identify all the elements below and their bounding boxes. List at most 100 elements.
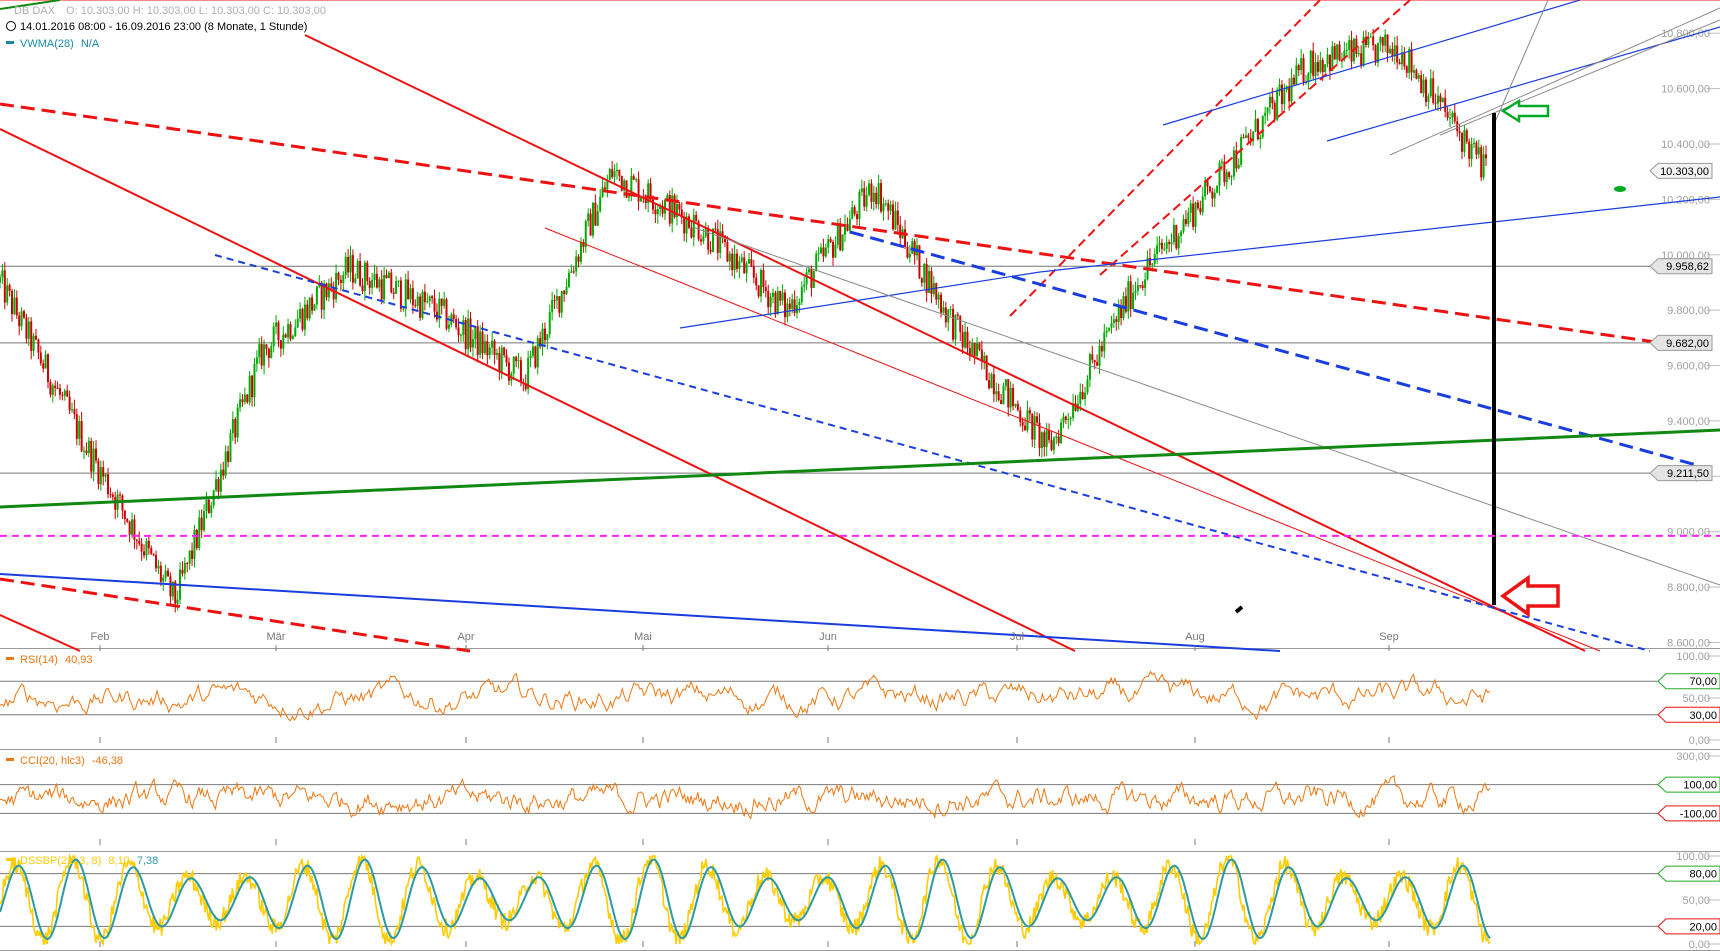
gray-trendline <box>1389 7 1720 156</box>
last-price-label: 10.303,00 <box>1660 166 1709 178</box>
candle-body <box>277 322 280 341</box>
candle-body <box>1283 89 1286 105</box>
candle-body <box>671 195 674 224</box>
candle-body <box>630 176 633 197</box>
blue-trendline <box>1162 0 1581 126</box>
red-arrow-icon <box>1500 574 1560 618</box>
candle-body <box>1244 135 1247 138</box>
candle-body <box>1453 112 1456 122</box>
candle-body <box>75 414 78 439</box>
dss-title[interactable]: DSSBP(21, 3, 8) 8,10 7,38 <box>6 855 158 867</box>
cci-panel: 300,00 100,00 -100,00 <box>0 751 1720 845</box>
horizontal-levels <box>0 265 1650 474</box>
candle-body <box>702 236 705 242</box>
candle-body <box>207 499 210 514</box>
candle-body <box>440 298 443 306</box>
candle-body <box>174 581 177 604</box>
candle-body <box>1417 75 1420 79</box>
candle-body <box>217 479 220 492</box>
candle-body <box>517 360 520 362</box>
candle-body <box>680 209 683 218</box>
candle-body <box>817 253 820 255</box>
candle-body <box>97 460 100 485</box>
candle-body <box>373 273 376 281</box>
candle-body <box>971 342 974 355</box>
candle-body <box>908 253 911 258</box>
cci-level-label-shape <box>1657 805 1720 822</box>
candle-body <box>567 272 570 287</box>
candle-body <box>145 540 148 556</box>
red-dashed-channel <box>1009 0 1321 317</box>
candle-body <box>512 356 515 374</box>
candle-body <box>111 494 114 498</box>
candle-body <box>90 440 93 472</box>
candle-body <box>404 279 407 309</box>
candle-body <box>37 339 40 353</box>
candle-body <box>1134 290 1137 293</box>
vwma-label: VWMA(28) <box>20 38 74 50</box>
x-tick-label: Jul <box>1010 631 1024 643</box>
candle-body <box>1439 95 1442 102</box>
red-trendline <box>0 128 1076 652</box>
candle-body <box>1165 242 1168 249</box>
candle-body <box>265 344 268 349</box>
candle-body <box>1062 416 1065 423</box>
candle-body <box>889 204 892 211</box>
candle-body <box>455 319 458 328</box>
rsi-y-tick-label: 50,00 <box>1682 693 1710 705</box>
candle-body <box>781 292 784 301</box>
cci-label: CCI(20, hlc3) <box>20 755 85 767</box>
candle-body <box>193 529 196 559</box>
candle-body <box>925 263 928 293</box>
candle-body <box>18 315 21 327</box>
candle-body <box>1321 60 1324 73</box>
candle-body <box>1400 52 1403 65</box>
candle-body <box>1031 413 1034 440</box>
candle-body <box>445 299 448 329</box>
candle-body <box>570 271 573 273</box>
candle-body <box>1100 345 1103 352</box>
candle-body <box>395 281 398 294</box>
candle-body <box>1396 45 1399 63</box>
candle-body <box>351 255 354 283</box>
horizontal-level-label-shape <box>1649 258 1713 275</box>
candle-body <box>1216 185 1219 193</box>
candle-body <box>882 203 885 212</box>
candle-body <box>851 207 854 219</box>
candle-body <box>572 271 575 273</box>
candle-body <box>1213 192 1216 199</box>
candle-body <box>1184 219 1187 224</box>
candle-body <box>323 283 326 310</box>
candle-body <box>80 421 83 452</box>
candle-body <box>791 299 794 309</box>
cci-title[interactable]: CCI(20, hlc3) -46,38 <box>6 755 123 767</box>
dss-y-tick-label: 50,00 <box>1682 895 1710 907</box>
candle-body <box>104 474 107 477</box>
candle-body <box>1324 64 1327 73</box>
candle-body <box>964 331 967 348</box>
cci-value: -46,38 <box>91 755 124 767</box>
rsi-title[interactable]: RSI(14) 40,93 <box>6 654 93 666</box>
candle-body <box>798 301 801 306</box>
cci-level-label: -100,00 <box>1680 808 1717 820</box>
candle-body <box>251 375 254 398</box>
candle-body <box>656 209 659 215</box>
candle-body <box>349 255 352 273</box>
candle-body <box>762 270 765 288</box>
vwma-line[interactable]: VWMA(28) N/A <box>6 38 99 50</box>
candle-body <box>959 315 962 333</box>
candle-body <box>1189 203 1192 213</box>
candle-body <box>548 312 551 335</box>
candle-body <box>1264 112 1267 116</box>
candle-body <box>690 227 693 238</box>
candle-body <box>627 196 630 198</box>
candle-body <box>1021 421 1024 426</box>
candle-body <box>368 281 371 288</box>
price-candles <box>0 28 1487 613</box>
candle-body <box>1072 403 1075 418</box>
candle-body <box>822 247 825 257</box>
candle-body <box>1463 130 1466 152</box>
candle-body <box>563 291 566 295</box>
blue-trendline <box>1039 196 1720 273</box>
